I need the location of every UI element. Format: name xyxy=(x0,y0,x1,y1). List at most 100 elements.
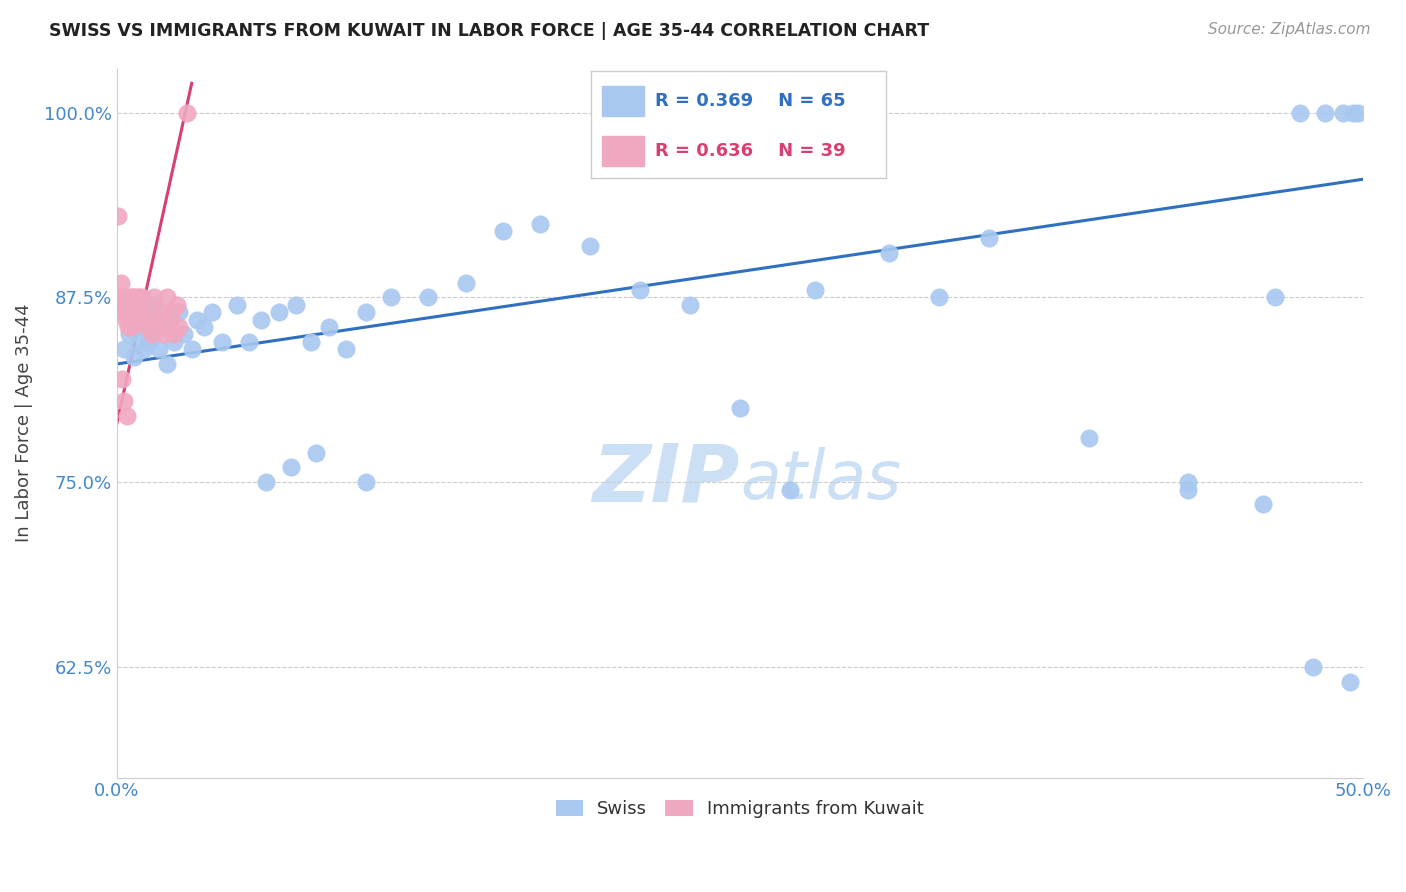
Point xyxy=(124,350,146,364)
Point xyxy=(122,298,145,312)
Point xyxy=(128,334,150,349)
Text: SWISS VS IMMIGRANTS FROM KUWAIT IN LABOR FORCE | AGE 35-44 CORRELATION CHART: SWISS VS IMMIGRANTS FROM KUWAIT IN LABOR… xyxy=(49,22,929,40)
Point xyxy=(114,312,136,326)
Point xyxy=(166,298,188,312)
Point xyxy=(1177,483,1199,497)
Point xyxy=(118,290,141,304)
Point xyxy=(135,320,157,334)
Point xyxy=(141,327,163,342)
Point xyxy=(250,312,273,326)
Point xyxy=(1289,105,1312,120)
Point xyxy=(115,298,138,312)
Point xyxy=(1264,290,1286,304)
Point xyxy=(193,320,215,334)
Point xyxy=(335,342,357,356)
Point xyxy=(107,209,129,223)
Point xyxy=(285,298,308,312)
Point xyxy=(1339,674,1361,689)
Point xyxy=(803,283,825,297)
Point xyxy=(124,290,146,304)
Point xyxy=(280,460,302,475)
Point xyxy=(167,320,190,334)
Point xyxy=(131,290,153,304)
Point xyxy=(146,312,169,326)
Point xyxy=(1315,105,1337,120)
Point xyxy=(115,305,138,319)
Point xyxy=(138,305,160,319)
Point xyxy=(148,342,170,356)
Point xyxy=(163,327,186,342)
Point xyxy=(114,342,136,356)
Point xyxy=(125,312,148,326)
Point xyxy=(225,298,247,312)
Point xyxy=(118,327,141,342)
Point xyxy=(115,409,138,423)
Point xyxy=(173,327,195,342)
Point xyxy=(134,312,156,326)
Point xyxy=(167,305,190,319)
Point xyxy=(160,305,183,319)
Point xyxy=(148,320,170,334)
Text: ZIP: ZIP xyxy=(592,441,740,519)
Bar xyxy=(602,87,644,116)
Point xyxy=(354,475,377,490)
Point xyxy=(153,327,176,342)
Point xyxy=(128,290,150,304)
Point xyxy=(679,298,702,312)
Point xyxy=(121,290,143,304)
Point xyxy=(134,342,156,356)
Point xyxy=(928,290,950,304)
Point xyxy=(1331,105,1354,120)
Point xyxy=(141,327,163,342)
Point xyxy=(124,320,146,334)
Point xyxy=(124,305,146,319)
Point xyxy=(628,283,651,297)
Point xyxy=(156,357,179,371)
Text: Source: ZipAtlas.com: Source: ZipAtlas.com xyxy=(1208,22,1371,37)
Point xyxy=(135,305,157,319)
Point xyxy=(779,483,801,497)
Point xyxy=(131,320,153,334)
Point xyxy=(728,401,751,416)
Point xyxy=(121,290,143,304)
Point xyxy=(529,217,551,231)
Text: R = 0.369    N = 65: R = 0.369 N = 65 xyxy=(655,93,846,111)
Point xyxy=(143,298,166,312)
Point xyxy=(579,239,602,253)
Point xyxy=(120,320,142,334)
Point xyxy=(186,312,208,326)
Point xyxy=(111,298,134,312)
Point xyxy=(117,320,139,334)
Point xyxy=(150,305,173,319)
Point xyxy=(238,334,260,349)
Point xyxy=(176,105,198,120)
Point xyxy=(125,290,148,304)
Point xyxy=(492,224,515,238)
Text: atlas: atlas xyxy=(740,447,901,513)
Point xyxy=(111,372,134,386)
Point xyxy=(1347,105,1369,120)
Point xyxy=(418,290,440,304)
Point xyxy=(380,290,402,304)
Y-axis label: In Labor Force | Age 35-44: In Labor Force | Age 35-44 xyxy=(15,304,32,542)
Point xyxy=(157,320,180,334)
Bar xyxy=(602,136,644,166)
Point xyxy=(108,290,131,304)
Point xyxy=(1077,431,1099,445)
Point xyxy=(156,290,179,304)
Point xyxy=(143,290,166,304)
Point xyxy=(1341,105,1364,120)
Point xyxy=(157,312,180,326)
Point xyxy=(977,231,1000,245)
Point xyxy=(877,246,900,260)
Point xyxy=(318,320,340,334)
Point xyxy=(112,305,135,319)
Point xyxy=(305,445,328,459)
Point xyxy=(110,276,132,290)
Point xyxy=(153,320,176,334)
Point xyxy=(454,276,477,290)
Point xyxy=(1251,497,1274,511)
Point xyxy=(201,305,224,319)
Text: R = 0.636    N = 39: R = 0.636 N = 39 xyxy=(655,142,846,160)
Point xyxy=(163,334,186,349)
